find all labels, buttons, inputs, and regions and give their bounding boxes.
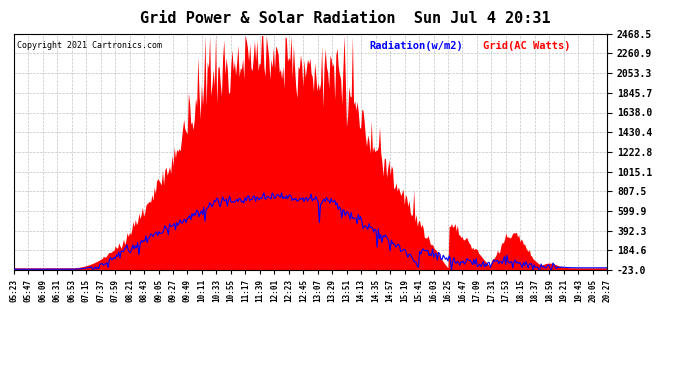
Text: Radiation(w/m2): Radiation(w/m2): [370, 41, 464, 51]
Text: Copyright 2021 Cartronics.com: Copyright 2021 Cartronics.com: [17, 41, 161, 50]
Text: Grid(AC Watts): Grid(AC Watts): [482, 41, 570, 51]
Text: Grid Power & Solar Radiation  Sun Jul 4 20:31: Grid Power & Solar Radiation Sun Jul 4 2…: [139, 11, 551, 26]
